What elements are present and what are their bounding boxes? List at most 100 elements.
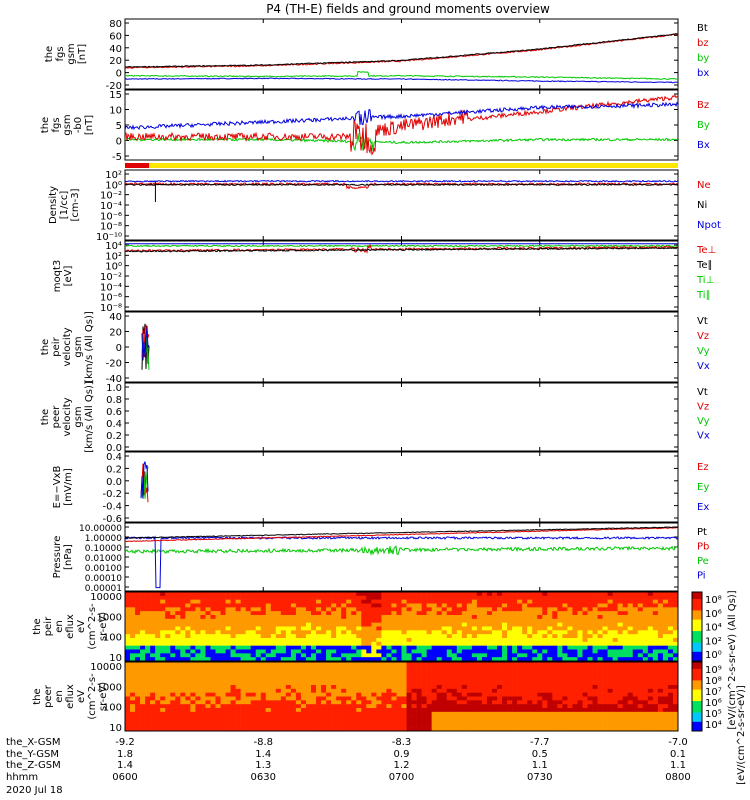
spectro-cell	[205, 677, 211, 682]
spectro-cell	[311, 641, 317, 646]
spectro-cell	[426, 611, 432, 616]
spectro-cell	[497, 673, 503, 678]
spectro-cell	[486, 595, 493, 600]
spectro-cell	[471, 727, 478, 732]
spectro-cell	[612, 704, 618, 709]
spectro-cell	[497, 657, 503, 662]
spectro-cell	[316, 727, 322, 732]
spectro-cell	[321, 611, 327, 616]
spectro-cell	[542, 688, 548, 693]
spectro-cell	[300, 653, 307, 658]
spectro-cell	[180, 645, 186, 650]
spectro-cell	[532, 696, 538, 701]
spectro-cell	[356, 711, 362, 716]
spectro-cell	[486, 645, 493, 650]
spectro-cell	[436, 592, 443, 597]
spectro-cell	[466, 665, 473, 670]
spectro-cell	[502, 685, 508, 690]
spectro-cell	[637, 723, 644, 728]
spectro-cell	[205, 607, 211, 612]
spectro-cell	[406, 669, 412, 674]
spectro-cell	[431, 630, 437, 635]
spectro-cell	[431, 665, 437, 670]
spectro-cell	[130, 618, 136, 623]
spectro-cell	[562, 681, 568, 686]
spectro-cell	[275, 696, 282, 701]
spectro-cell	[512, 692, 518, 697]
spectro-cell	[607, 715, 613, 720]
spectro-cell	[461, 719, 468, 724]
spectro-cell	[602, 638, 608, 643]
spectro-cell	[426, 618, 432, 623]
spectro-cell	[567, 688, 573, 693]
spectro-cell	[155, 662, 161, 667]
spectro-cell	[311, 645, 317, 650]
spectro-cell	[431, 677, 437, 682]
spectro-cell	[471, 723, 478, 728]
spectro-cell	[160, 662, 166, 667]
spectro-cell	[587, 708, 593, 713]
spectro-cell	[406, 715, 412, 720]
spectro-cell	[215, 649, 221, 654]
spectro-cell	[165, 711, 171, 716]
spectro-cell	[456, 611, 463, 616]
spectro-cell	[240, 638, 246, 643]
spectro-cell	[170, 673, 176, 678]
spectro-cell	[446, 727, 453, 732]
spectro-cell	[642, 662, 649, 667]
spectro-cell	[265, 708, 272, 713]
spectro-cell	[567, 677, 573, 682]
spectro-cell	[150, 715, 156, 720]
spectro-cell	[346, 603, 352, 608]
spectro-cell	[537, 715, 543, 720]
spectro-cell	[396, 681, 402, 686]
spectro-cell	[446, 719, 453, 724]
spectro-cell	[567, 662, 573, 667]
spectro-cell	[230, 696, 236, 701]
spectro-cell	[326, 645, 332, 650]
spectro-cell	[491, 638, 498, 643]
spectro-cell	[547, 592, 553, 597]
spectro-cell	[642, 645, 649, 650]
spectro-cell	[481, 696, 488, 701]
spectro-cell	[562, 615, 568, 620]
spectro-cell	[165, 641, 171, 646]
spectro-cell	[456, 622, 463, 627]
spectro-cell	[547, 711, 553, 716]
spectro-cell	[527, 708, 533, 713]
spectro-cell	[507, 685, 513, 690]
spectro-cell	[497, 622, 503, 627]
spectro-cell	[642, 685, 649, 690]
spectro-cell	[155, 657, 161, 662]
spectro-cell	[316, 653, 322, 658]
spectro-cell	[466, 719, 473, 724]
spectro-cell	[587, 649, 593, 654]
spectro-cell	[567, 673, 573, 678]
spectro-cell	[361, 696, 367, 701]
spectro-cell	[617, 611, 623, 616]
colorbar-swatch	[692, 654, 702, 657]
colorbar-label: [eV/(cm^2-s-sr-eV)]	[736, 685, 747, 785]
spectro-cell	[632, 641, 639, 646]
spectro-cell	[371, 665, 377, 670]
spectro-cell	[250, 681, 257, 686]
spectro-cell	[436, 673, 443, 678]
spectro-cell	[290, 662, 297, 667]
spectro-cell	[290, 595, 297, 600]
spectro-cell	[497, 708, 503, 713]
spectro-cell	[341, 615, 347, 620]
spectro-cell	[456, 630, 463, 635]
colorbar-swatch	[692, 685, 702, 688]
spectro-cell	[547, 715, 553, 720]
spectro-cell	[592, 595, 598, 600]
spectro-cell	[597, 715, 603, 720]
spectro-cell	[426, 662, 432, 667]
spectro-cell	[632, 615, 639, 620]
spectro-cell	[592, 723, 598, 728]
spectro-cell	[210, 641, 216, 646]
spectro-cell	[321, 630, 327, 635]
spectro-cell	[305, 673, 312, 678]
spectro-cell	[210, 626, 216, 631]
